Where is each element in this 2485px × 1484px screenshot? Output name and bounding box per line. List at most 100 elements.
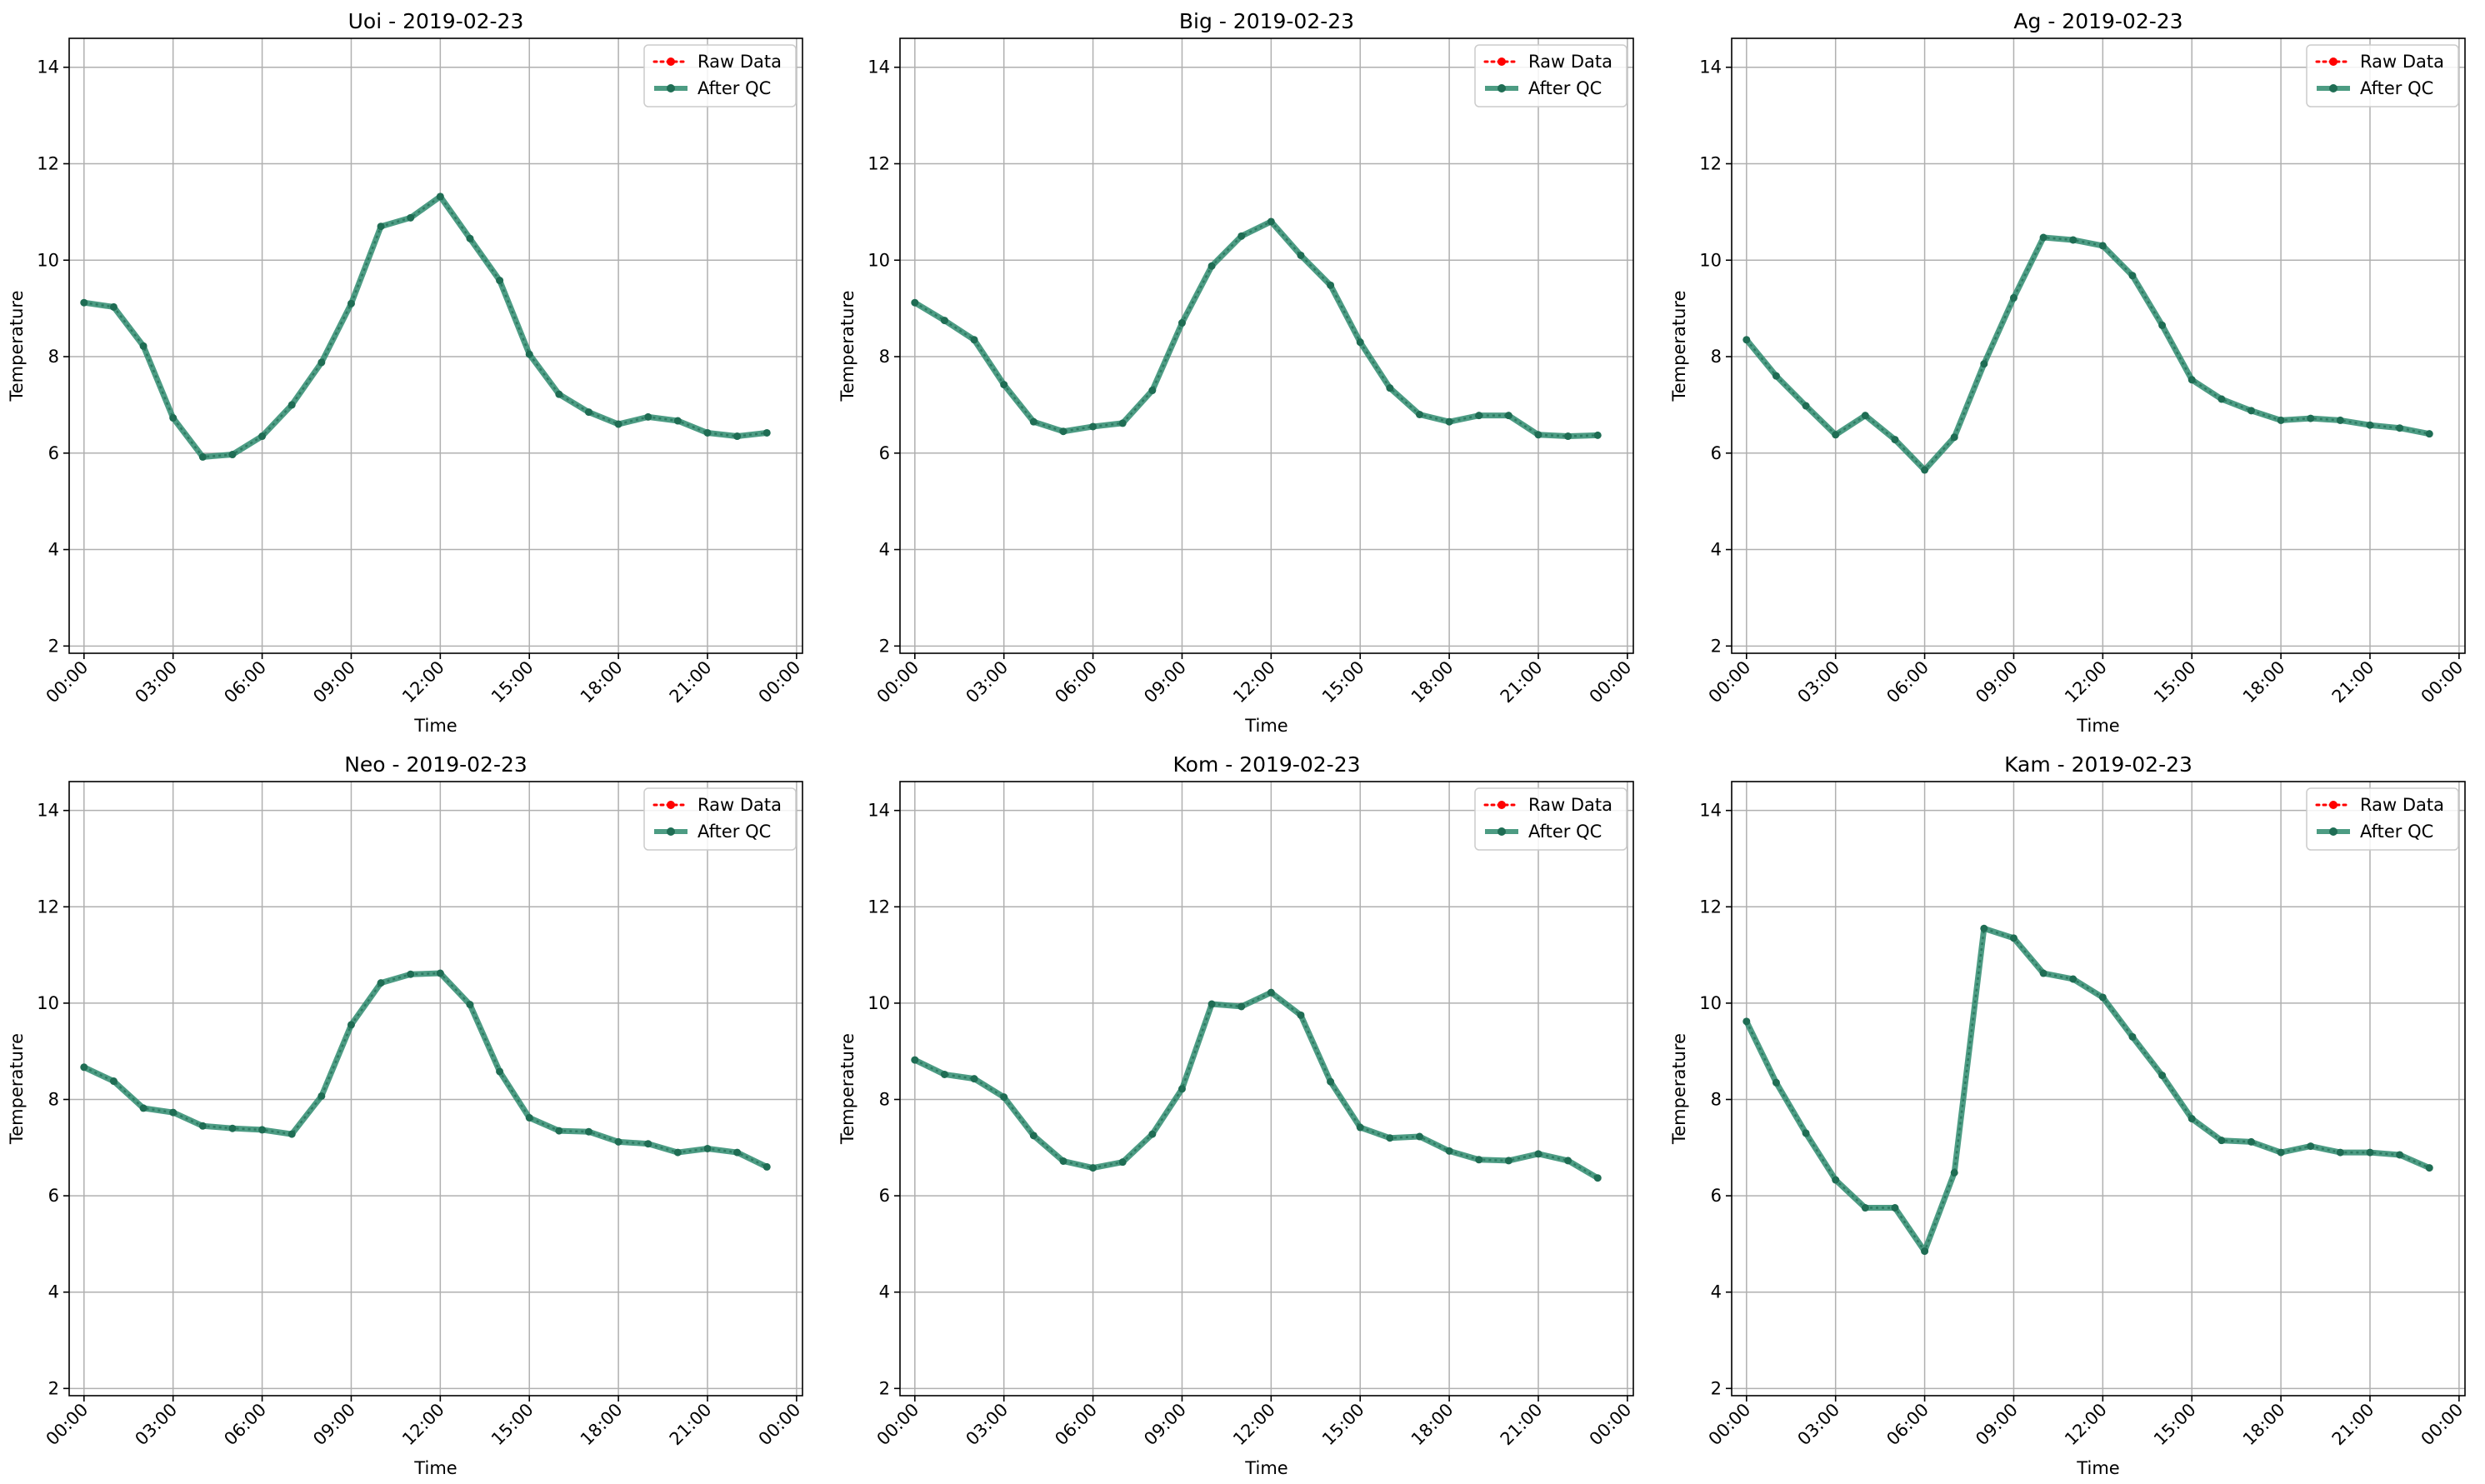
legend-raw-marker [667, 801, 675, 809]
data-point-after-qc [1445, 1147, 1453, 1155]
legend-qc-marker [1498, 84, 1506, 92]
series-line-raw-data [914, 991, 1598, 1179]
y-tick-label: 12 [1699, 153, 1722, 173]
data-point-after-qc [1089, 1164, 1098, 1172]
chart-title: Ag - 2019-02-23 [2013, 9, 2182, 33]
legend: Raw Data After QC [643, 44, 797, 107]
y-tick-label: 10 [37, 993, 59, 1013]
data-point-after-qc [2396, 424, 2404, 432]
data-point-after-qc [2218, 395, 2226, 403]
data-point-after-qc [169, 1108, 178, 1117]
legend: Raw Data After QC [643, 787, 797, 851]
y-axis-label: Temperature [838, 1033, 858, 1145]
data-point-after-qc [762, 428, 771, 437]
legend-qc-marker [667, 827, 675, 836]
data-point-after-qc [1593, 1174, 1602, 1182]
data-point-after-qc [2069, 975, 2078, 983]
legend-raw-marker [667, 57, 675, 66]
data-point-after-qc [584, 1127, 592, 1136]
plot-frame [68, 781, 803, 1397]
data-point-after-qc [347, 1021, 355, 1029]
data-point-after-qc [555, 390, 563, 398]
data-point-after-qc [1742, 1017, 1751, 1026]
y-tick-label: 12 [868, 897, 890, 917]
data-point-after-qc [228, 1124, 237, 1132]
data-point-after-qc [644, 1140, 652, 1148]
y-axis-label: Temperature [1669, 290, 1689, 402]
legend-qc-marker [2329, 827, 2338, 836]
data-point-after-qc [614, 1137, 622, 1146]
data-point-after-qc [1297, 1011, 1305, 1019]
legend: Raw Data After QC [1474, 44, 1628, 107]
data-point-after-qc [2396, 1151, 2404, 1159]
data-point-after-qc [1475, 412, 1483, 420]
legend-label-raw-data: Raw Data [698, 52, 782, 72]
data-point-after-qc [614, 420, 622, 428]
data-point-after-qc [2307, 1142, 2315, 1151]
legend-label-after-qc: After QC [698, 78, 771, 98]
data-point-after-qc [2158, 321, 2167, 329]
data-point-after-qc [2218, 1137, 2226, 1145]
data-point-after-qc [2277, 416, 2285, 424]
data-point-after-qc [1861, 412, 1869, 420]
x-axis-label: Time [413, 1458, 457, 1478]
y-axis-label: Temperature [1669, 1033, 1689, 1145]
chart-title: Big - 2019-02-23 [1179, 9, 1354, 33]
data-point-after-qc [2098, 242, 2107, 250]
data-point-after-qc [555, 1127, 563, 1135]
y-tick-label: 10 [868, 993, 890, 1013]
data-point-after-qc [1742, 336, 1751, 344]
legend-label-after-qc: After QC [1528, 822, 1602, 842]
data-point-after-qc [198, 1122, 207, 1130]
chart-title: Kom - 2019-02-23 [1173, 752, 1361, 777]
data-point-after-qc [673, 417, 682, 425]
data-point-after-qc [1534, 431, 1542, 439]
chart-title: Kam - 2019-02-23 [2004, 752, 2192, 777]
y-tick-label: 4 [1711, 1282, 1722, 1302]
data-point-after-qc [169, 414, 178, 422]
data-point-after-qc [2098, 993, 2107, 1002]
y-tick-label: 2 [879, 636, 890, 656]
data-point-after-qc [1832, 1176, 1840, 1184]
data-point-after-qc [2277, 1148, 2285, 1157]
data-point-after-qc [1238, 1002, 1246, 1011]
x-axis-label: Time [2076, 716, 2119, 736]
data-point-after-qc [2039, 969, 2048, 977]
legend-label-raw-data: Raw Data [1528, 795, 1612, 815]
data-point-after-qc [911, 1056, 919, 1064]
data-point-after-qc [2188, 1115, 2196, 1123]
data-point-after-qc [1802, 402, 1810, 410]
data-point-after-qc [1327, 1077, 1335, 1086]
y-tick-label: 6 [1711, 1186, 1722, 1206]
data-point-after-qc [1564, 1157, 1572, 1165]
y-tick-label: 2 [48, 636, 59, 656]
data-point-after-qc [1118, 419, 1127, 427]
data-point-after-qc [1029, 1132, 1038, 1140]
y-tick-label: 14 [868, 801, 890, 821]
legend-qc-marker [1498, 827, 1506, 836]
y-tick-label: 8 [879, 1090, 890, 1110]
data-point-after-qc [1445, 417, 1453, 426]
data-point-after-qc [1891, 436, 1899, 444]
data-point-after-qc [2247, 407, 2255, 415]
data-point-after-qc [1059, 427, 1068, 436]
data-point-after-qc [496, 277, 504, 285]
y-tick-label: 8 [48, 347, 59, 367]
data-point-after-qc [228, 451, 237, 459]
y-tick-label: 14 [1699, 801, 1722, 821]
data-point-after-qc [762, 1162, 771, 1171]
y-tick-label: 2 [879, 1378, 890, 1398]
data-point-after-qc [2039, 233, 2048, 242]
data-point-after-qc [1832, 431, 1840, 439]
y-tick-label: 14 [868, 57, 890, 77]
data-point-after-qc [1356, 1123, 1364, 1132]
data-point-after-qc [1118, 1158, 1127, 1167]
data-point-after-qc [2366, 1148, 2374, 1157]
plot-frame [899, 37, 1634, 654]
legend-label-after-qc: After QC [2360, 78, 2433, 98]
data-point-after-qc [1950, 1168, 1958, 1177]
data-point-after-qc [940, 1070, 948, 1078]
data-point-after-qc [1089, 422, 1098, 431]
x-axis-label: Time [413, 716, 457, 736]
data-point-after-qc [466, 234, 474, 242]
